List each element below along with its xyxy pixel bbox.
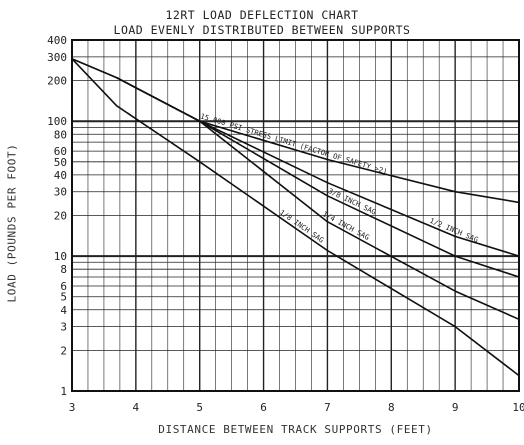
y-tick-label: 50 bbox=[54, 156, 67, 169]
series-annotation-4: 1/4 INCH SAG bbox=[321, 209, 371, 242]
series-line-5 bbox=[71, 58, 520, 377]
y-tick-label: 20 bbox=[54, 210, 67, 223]
x-axis-label: DISTANCE BETWEEN TRACK SUPPORTS (FEET) bbox=[158, 423, 433, 436]
y-tick-label: 200 bbox=[47, 75, 67, 88]
y-tick-label: 4 bbox=[60, 304, 67, 317]
y-tick-label: 40 bbox=[54, 169, 67, 182]
series-annotation-5: 1/8 INCH SAG bbox=[278, 208, 326, 245]
y-tick-label: 2 bbox=[60, 344, 67, 357]
x-tick-label: 3 bbox=[69, 401, 76, 414]
y-tick-label: 3 bbox=[60, 321, 67, 334]
series-line-4 bbox=[116, 76, 520, 321]
x-tick-label: 5 bbox=[196, 401, 203, 414]
y-axis-label: LOAD (POUNDS PER FOOT) bbox=[5, 143, 19, 303]
x-tick-label: 10 bbox=[512, 401, 524, 414]
y-tick-label: 10 bbox=[54, 250, 67, 263]
series-line-2 bbox=[71, 58, 520, 257]
x-tick-label: 8 bbox=[388, 401, 395, 414]
y-tick-label: 400 bbox=[47, 34, 67, 47]
y-tick-label: 30 bbox=[54, 186, 67, 199]
x-tick-label: 7 bbox=[324, 401, 331, 414]
y-tick-label: 60 bbox=[54, 145, 67, 158]
y-tick-label: 80 bbox=[54, 128, 67, 141]
x-tick-label: 4 bbox=[133, 401, 140, 414]
y-tick-label: 8 bbox=[60, 263, 67, 276]
chart-title: 12RT LOAD DEFLECTION CHART bbox=[165, 8, 359, 22]
x-tick-label: 9 bbox=[452, 401, 459, 414]
plot-frame bbox=[71, 39, 520, 392]
x-tick-label: 6 bbox=[260, 401, 267, 414]
y-tick-label: 1 bbox=[60, 385, 67, 398]
y-tick-label: 5 bbox=[60, 291, 67, 304]
series-annotation-2: 1/2 INCH SAG bbox=[428, 216, 479, 244]
y-tick-label: 300 bbox=[47, 51, 67, 64]
chart-subtitle: LOAD EVENLY DISTRIBUTED BETWEEN SUPPORTS bbox=[113, 23, 411, 37]
y-tick-label: 100 bbox=[47, 115, 67, 128]
y-tick-label: 6 bbox=[60, 280, 67, 293]
